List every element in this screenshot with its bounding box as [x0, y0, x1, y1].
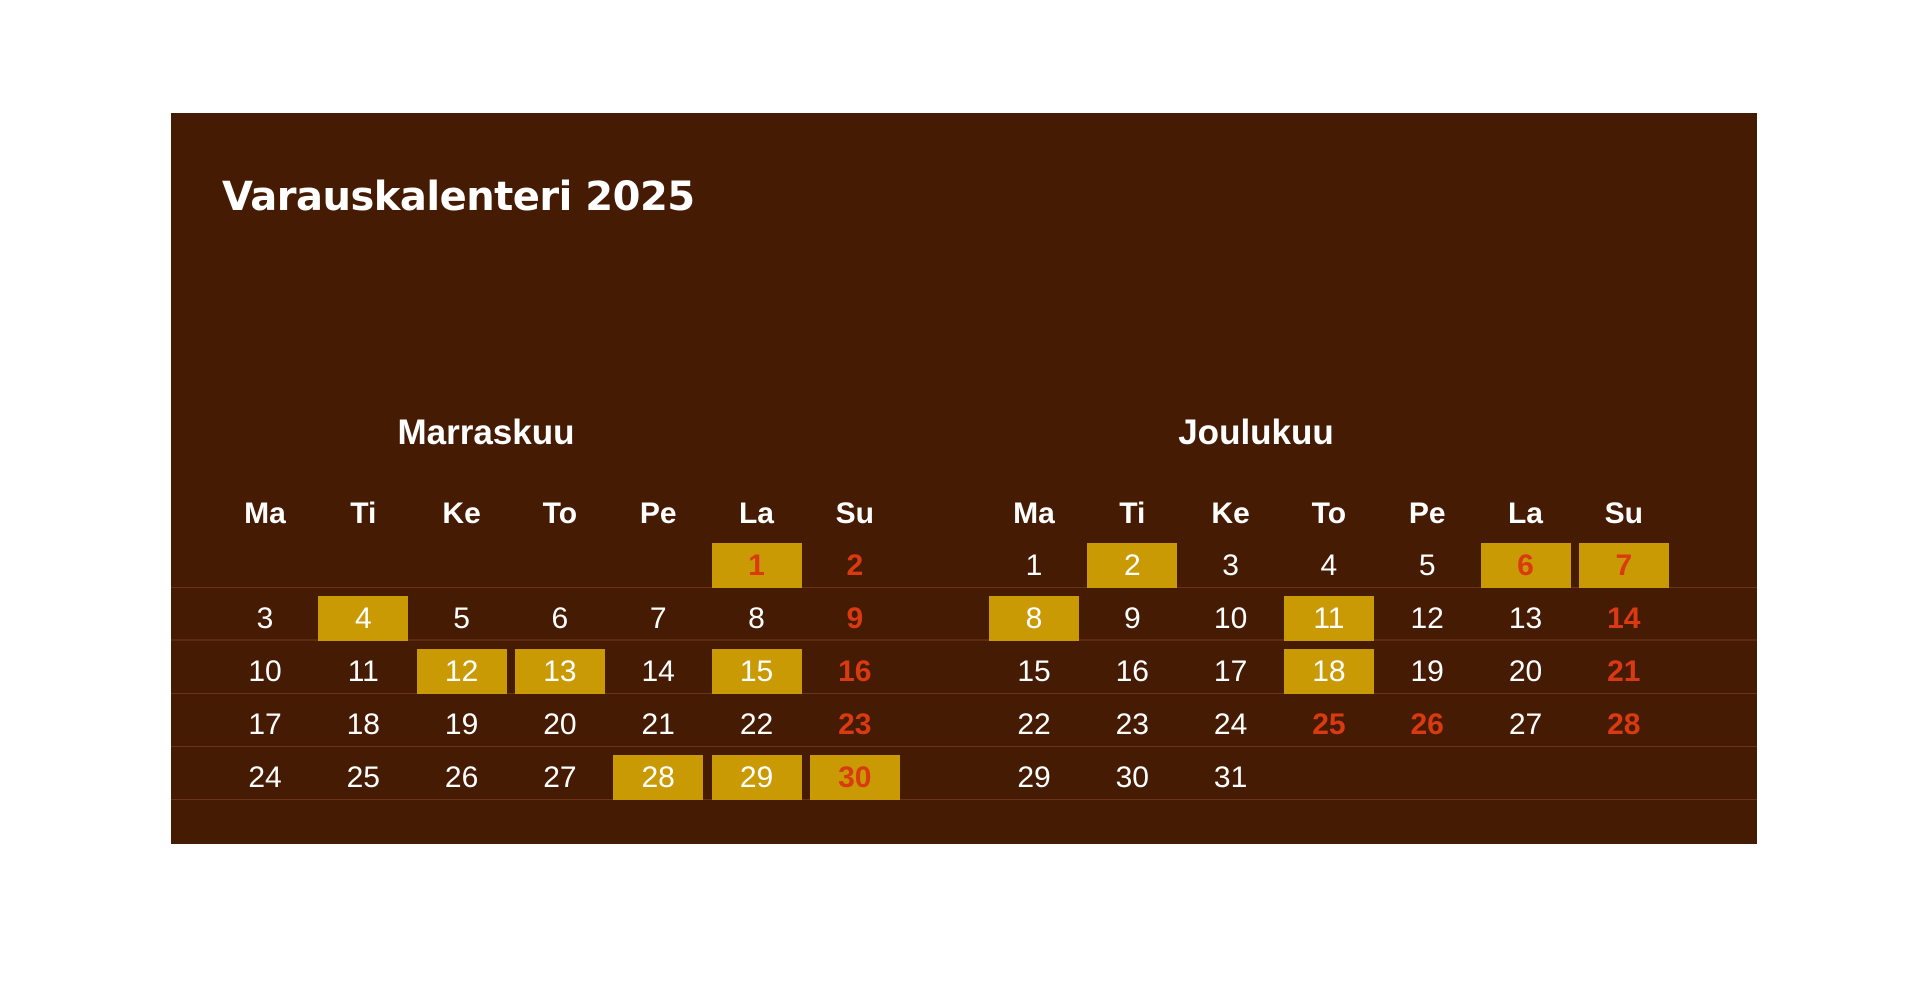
day-cell-november-30[interactable]: 30 [809, 755, 900, 800]
weekday-header-december: Ti [1119, 496, 1146, 530]
day-cell-december-13[interactable]: 13 [1508, 601, 1543, 635]
day-cell-november-15[interactable]: 15 [711, 649, 802, 694]
weekday-header-december: Ke [1211, 496, 1250, 530]
day-cell-december-5[interactable]: 5 [1418, 548, 1436, 582]
weekday-header-november: Pe [639, 496, 677, 530]
weekday-header-november: Su [835, 496, 874, 530]
weekday-header-december: Pe [1408, 496, 1446, 530]
day-cell-december-27[interactable]: 27 [1508, 707, 1543, 741]
day-cell-november-21[interactable]: 21 [641, 707, 675, 741]
day-cell-december-25[interactable]: 25 [1312, 707, 1346, 741]
day-cell-december-20[interactable]: 20 [1508, 654, 1543, 688]
day-cell-december-31[interactable]: 31 [1213, 760, 1248, 794]
day-cell-december-12[interactable]: 12 [1410, 601, 1444, 635]
day-cell-december-6[interactable]: 6 [1480, 543, 1571, 588]
day-cell-december-4[interactable]: 4 [1320, 548, 1338, 582]
day-cell-november-5[interactable]: 5 [453, 601, 470, 635]
day-cell-december-30[interactable]: 30 [1115, 760, 1149, 794]
day-cell-november-14[interactable]: 14 [641, 654, 675, 688]
calendar-title: Varauskalenteri 2025 [222, 174, 695, 220]
month-title-november: Marraskuu [397, 413, 575, 452]
day-cell-november-25[interactable]: 25 [346, 760, 380, 794]
day-cell-december-18[interactable]: 18 [1283, 649, 1374, 694]
calendar-panel: Varauskalenteri 2025 Marraskuu Joulukuu … [171, 113, 1757, 844]
day-cell-december-16[interactable]: 16 [1115, 654, 1149, 688]
day-cell-december-23[interactable]: 23 [1115, 707, 1149, 741]
weekday-header-december: To [1311, 496, 1347, 530]
row-divider [171, 746, 1757, 747]
day-cell-november-4[interactable]: 4 [318, 596, 409, 641]
weekday-header-november: Ke [442, 496, 481, 530]
day-cell-december-24[interactable]: 24 [1213, 707, 1248, 741]
weekday-header-november: Ma [244, 496, 286, 530]
day-cell-november-10[interactable]: 10 [248, 654, 282, 688]
day-cell-december-21[interactable]: 21 [1607, 654, 1641, 688]
day-cell-december-26[interactable]: 26 [1410, 707, 1444, 741]
day-cell-november-29[interactable]: 29 [711, 755, 802, 800]
day-cell-november-9[interactable]: 9 [846, 601, 864, 635]
day-cell-november-2[interactable]: 2 [846, 548, 864, 582]
day-cell-november-28[interactable]: 28 [613, 755, 704, 800]
day-cell-december-2[interactable]: 2 [1087, 543, 1178, 588]
weekday-header-december: Su [1604, 496, 1643, 530]
day-cell-november-8[interactable]: 8 [748, 601, 765, 635]
weekday-header-december: La [1507, 496, 1543, 530]
day-cell-december-15[interactable]: 15 [1017, 654, 1051, 688]
day-cell-november-22[interactable]: 22 [739, 707, 774, 741]
day-cell-november-3[interactable]: 3 [256, 601, 274, 635]
day-cell-december-3[interactable]: 3 [1222, 548, 1239, 582]
day-cell-november-27[interactable]: 27 [543, 760, 577, 794]
row-divider [171, 693, 1757, 694]
day-cell-november-20[interactable]: 20 [543, 707, 577, 741]
day-cell-december-19[interactable]: 19 [1410, 654, 1444, 688]
day-cell-december-9[interactable]: 9 [1123, 601, 1141, 635]
day-cell-december-1[interactable]: 1 [1025, 548, 1043, 582]
day-cell-december-22[interactable]: 22 [1017, 707, 1051, 741]
weekday-header-december: Ma [1013, 496, 1055, 530]
day-cell-december-8[interactable]: 8 [989, 596, 1079, 641]
month-title-december: Joulukuu [1178, 413, 1334, 452]
weekday-header-november: To [542, 496, 578, 530]
day-cell-november-6[interactable]: 6 [551, 601, 569, 635]
day-cell-november-12[interactable]: 12 [416, 649, 507, 694]
day-cell-november-19[interactable]: 19 [444, 707, 479, 741]
day-cell-november-11[interactable]: 11 [347, 654, 379, 688]
day-cell-december-17[interactable]: 17 [1213, 654, 1248, 688]
row-divider [171, 639, 1757, 641]
day-cell-december-14[interactable]: 14 [1607, 601, 1641, 635]
day-cell-november-23[interactable]: 23 [838, 707, 872, 741]
day-cell-november-7[interactable]: 7 [649, 601, 667, 635]
day-cell-december-29[interactable]: 29 [1017, 760, 1051, 794]
day-cell-december-11[interactable]: 11 [1283, 596, 1374, 641]
day-cell-november-26[interactable]: 26 [444, 760, 479, 794]
day-cell-november-1[interactable]: 1 [711, 543, 802, 588]
row-divider [171, 799, 1757, 800]
day-cell-november-18[interactable]: 18 [346, 707, 380, 741]
day-cell-november-17[interactable]: 17 [248, 707, 282, 741]
weekday-header-november: Ti [350, 496, 377, 530]
weekday-header-november: La [738, 496, 774, 530]
row-divider [171, 587, 1757, 588]
day-cell-november-24[interactable]: 24 [248, 760, 282, 794]
day-cell-december-7[interactable]: 7 [1578, 543, 1669, 588]
day-cell-december-28[interactable]: 28 [1607, 707, 1641, 741]
day-cell-november-13[interactable]: 13 [514, 649, 605, 694]
day-cell-december-10[interactable]: 10 [1213, 601, 1248, 635]
day-cell-november-16[interactable]: 16 [838, 654, 872, 688]
